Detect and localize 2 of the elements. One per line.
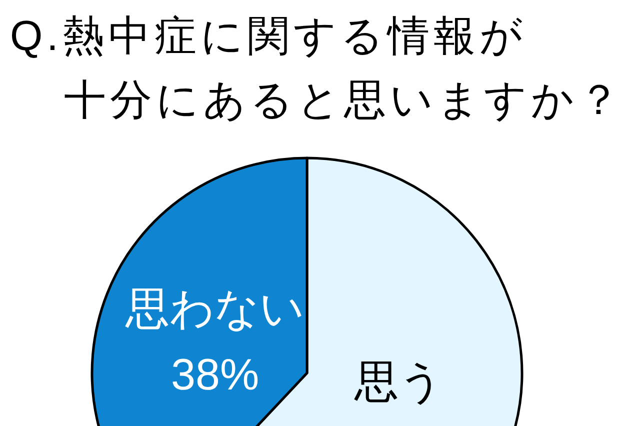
title: Q.熱中症に関する情報が [10, 12, 526, 59]
title: 十分にあると思いますか？ [64, 76, 624, 123]
